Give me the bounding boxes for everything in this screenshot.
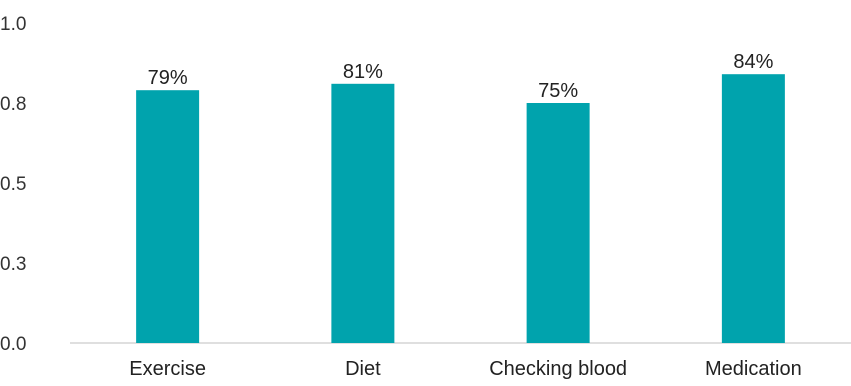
y-axis: 0.0 0.3 0.5 0.8 1.0: [0, 14, 26, 355]
y-tick-label: 0.8: [0, 94, 26, 115]
bar-medication: [721, 74, 785, 343]
x-axis: Exercise Diet Checking blood Medication: [129, 358, 801, 380]
y-tick-label: 0.0: [0, 334, 26, 355]
y-tick-label: 1.0: [0, 14, 26, 35]
bar-exercise: [136, 90, 200, 343]
data-labels-group: 79% 81% 75% 84%: [148, 51, 774, 102]
y-tick-label: 0.5: [0, 174, 26, 195]
x-category-label: Diet: [345, 358, 381, 380]
bar-checking-blood: [526, 103, 590, 343]
y-tick-label: 0.3: [0, 254, 26, 275]
bar-diet: [331, 83, 395, 344]
bars-group: [136, 74, 785, 344]
x-category-label: Exercise: [129, 358, 206, 380]
data-label: 81%: [343, 61, 383, 83]
data-label: 79%: [148, 67, 188, 89]
x-category-label: Checking blood: [489, 358, 627, 380]
x-category-label: Medication: [705, 358, 802, 380]
data-label: 84%: [733, 51, 773, 73]
data-label: 75%: [538, 80, 578, 102]
